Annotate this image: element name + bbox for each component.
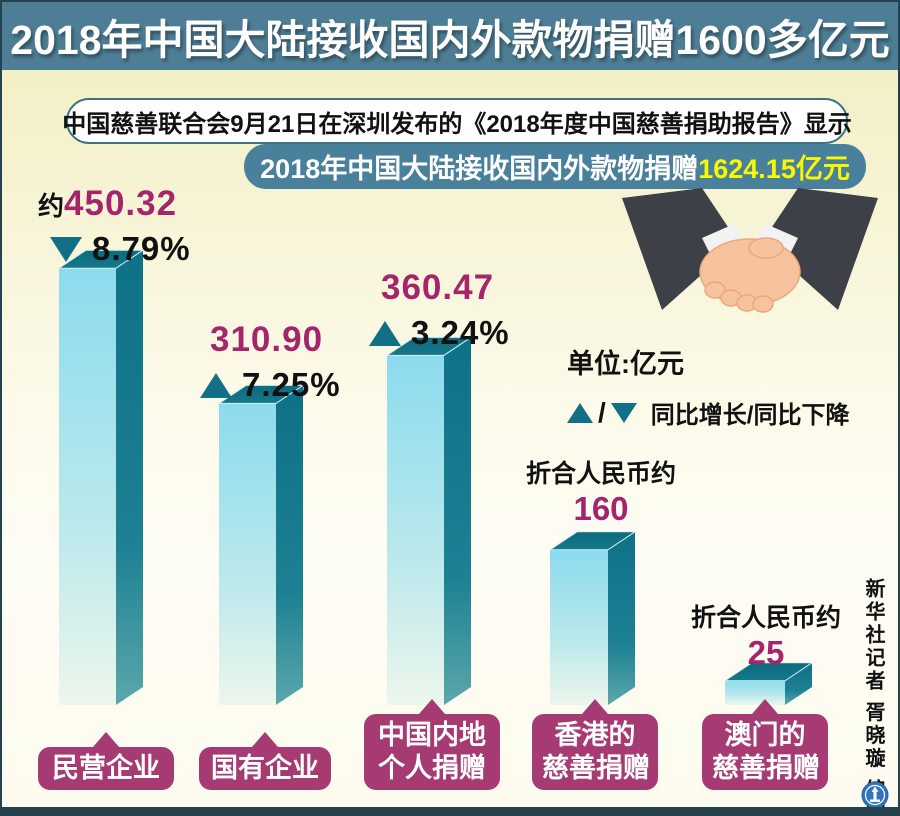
value-group-state-enterprise: 310.90 7.25% [200, 320, 341, 404]
value-group-mainland-individual: 360.47 3.24% [369, 268, 510, 352]
category-label-mainland-individual: 中国内地 个人捐赠 [364, 699, 500, 790]
category-line: 香港的 [554, 720, 636, 750]
change-percent: 7.25% [242, 366, 341, 403]
credit-text: 新华社记者 胥晓璇 编制 [862, 578, 884, 816]
pointer-up-icon [93, 732, 119, 747]
bar-value: 25 [747, 634, 785, 671]
category-label-hongkong: 香港的 慈善捐赠 [532, 699, 658, 790]
bar-4 [723, 662, 814, 705]
bar-2 [385, 336, 473, 705]
bar-value: 360.47 [381, 268, 495, 307]
bar-value: 160 [573, 490, 629, 527]
bar-value: 450.32 [64, 184, 178, 223]
category-label-macau: 澳门的 慈善捐赠 [702, 699, 828, 790]
bar-3 [548, 531, 637, 705]
bar-1 [217, 384, 305, 705]
handshake-icon [614, 188, 886, 341]
category-line: 中国内地 [378, 720, 486, 750]
bar-value: 310.90 [210, 320, 324, 359]
change-up-triangle-icon [369, 320, 401, 346]
xinhua-logo-icon [861, 781, 889, 809]
legend-up-triangle-icon [567, 402, 593, 423]
change-up-triangle-icon [200, 372, 232, 398]
bottom-frame [2, 807, 898, 814]
legend-slash: / [598, 396, 606, 428]
category-label-private-enterprise: 民营企业 [38, 732, 174, 790]
intro-box: 中国慈善联合会9月21日在深圳发布的《2018年度中国慈善捐助报告》显示 [62, 98, 852, 144]
pointer-up-icon [252, 732, 278, 747]
category-label-state-enterprise: 国有企业 [199, 732, 331, 790]
category-line: 个人捐赠 [378, 753, 486, 783]
change-percent: 3.24% [411, 314, 510, 351]
value-group-hongkong: 折合人民币约 160 [518, 454, 684, 528]
pointer-up-icon [419, 699, 445, 714]
legend-text: 同比增长/同比下降 [650, 402, 850, 429]
change-down-triangle-icon [50, 236, 82, 262]
bar-0 [57, 249, 145, 705]
pointer-up-icon [582, 699, 608, 714]
pointer-up-icon [752, 699, 778, 714]
rmb-equivalent-note: 折合人民币约 [690, 604, 841, 632]
banner-highlight: 1624.15亿元 [698, 154, 850, 184]
category-line: 澳门的 [724, 720, 806, 750]
category-line: 慈善捐赠 [712, 753, 820, 783]
category-line: 慈善捐赠 [542, 753, 650, 783]
total-banner: 2018年中国大陆接收国内外款物捐赠 1624.15亿元 [244, 144, 866, 189]
banner-text: 2018年中国大陆接收国内外款物捐赠 [260, 154, 699, 184]
unit-label: 单位:亿元 [567, 349, 684, 379]
change-percent: 8.79% [92, 230, 191, 267]
value-group-private-enterprise: 约450.32 8.79% [38, 184, 191, 268]
value-group-macau: 折合人民币约 25 [683, 598, 849, 672]
title-bar: 2018年中国大陆接收国内外款物捐赠1600多亿元 [2, 2, 898, 70]
rmb-equivalent-note: 折合人民币约 [525, 460, 676, 488]
legend: 单位:亿元 / 同比增长/同比下降 [567, 342, 849, 430]
category-line: 民营企业 [52, 753, 160, 783]
intro-text: 中国慈善联合会9月21日在深圳发布的《2018年度中国慈善捐助报告》显示 [62, 110, 852, 138]
page-title: 2018年中国大陆接收国内外款物捐赠1600多亿元 [10, 17, 890, 63]
value-prefix: 约 [38, 191, 65, 221]
category-line: 国有企业 [211, 753, 319, 783]
legend-down-triangle-icon [610, 402, 637, 423]
